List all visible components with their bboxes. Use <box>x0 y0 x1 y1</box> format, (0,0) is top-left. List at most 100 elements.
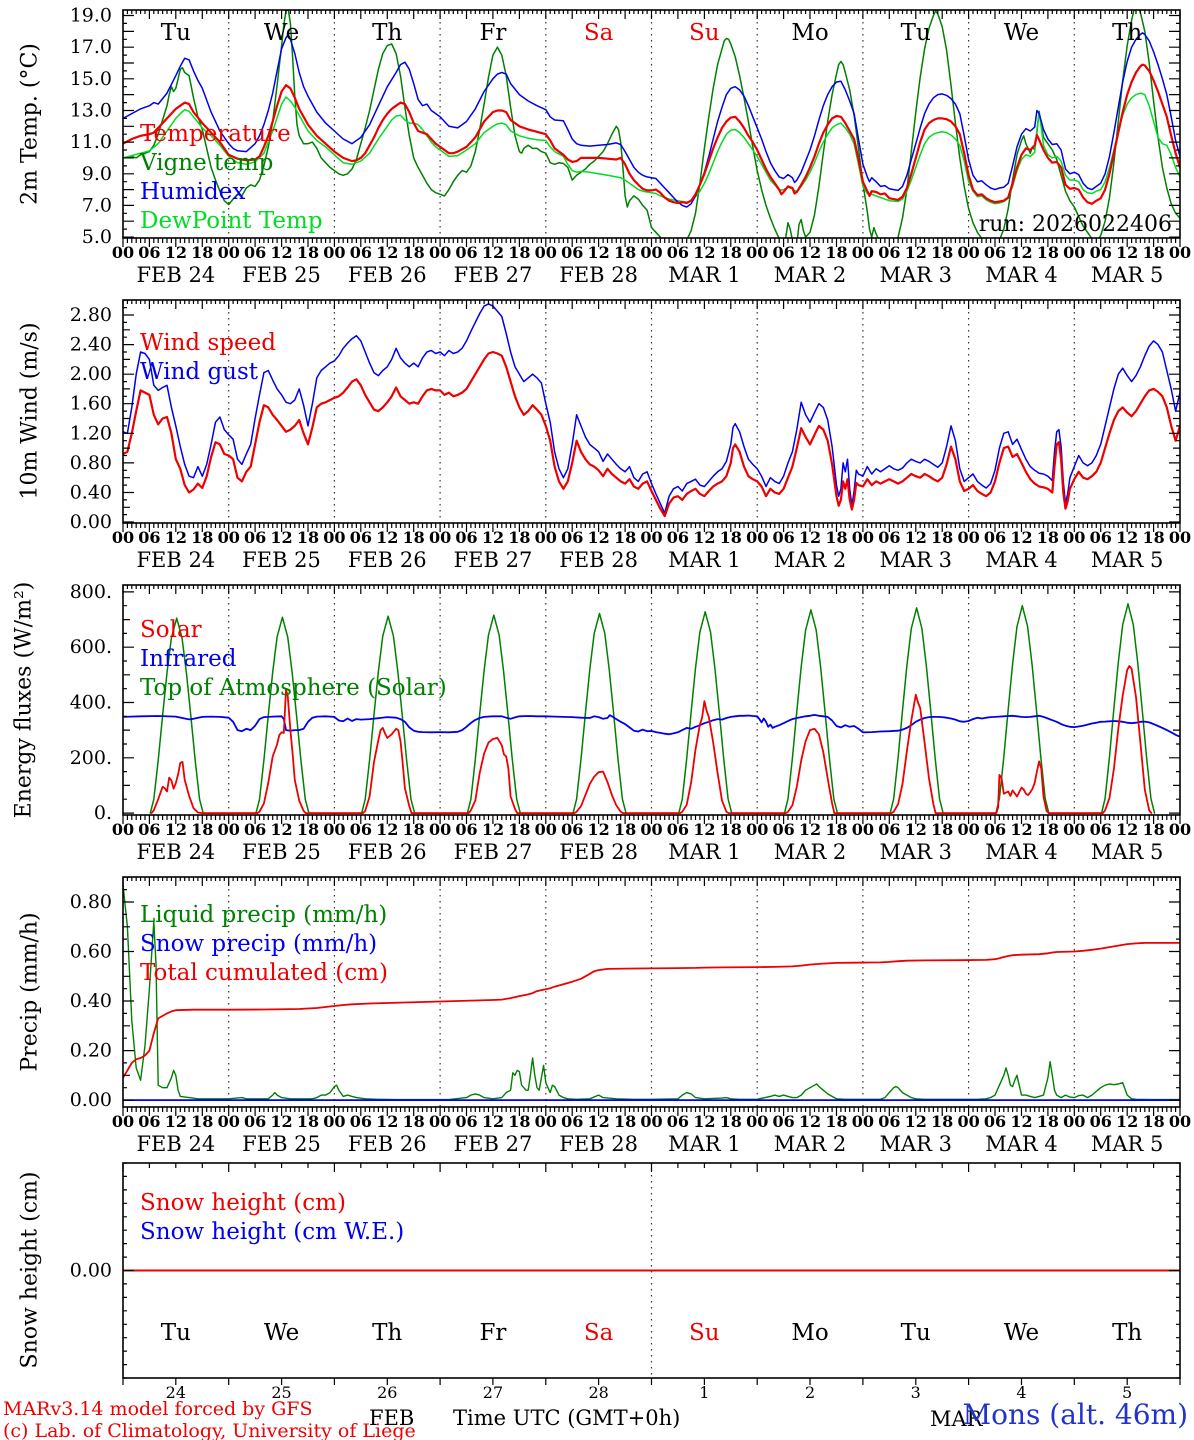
hour-tick-label: 12 <box>905 243 927 262</box>
legend-snow-height-cm: Snow height (cm) <box>140 1190 346 1216</box>
day-name-label: Th <box>372 20 402 46</box>
bottom-day-number: 24 <box>166 1383 186 1402</box>
footer-month-mar: MAR <box>930 1407 983 1431</box>
date-label: MAR 4 <box>985 1132 1058 1156</box>
hour-tick-label: 18 <box>1037 528 1059 547</box>
hour-tick-label: 12 <box>1010 820 1032 839</box>
hour-tick-label: 18 <box>1037 1112 1059 1131</box>
hour-tick-label: 12 <box>165 1112 187 1131</box>
hour-tick-label: 18 <box>297 243 319 262</box>
date-label: FEB 26 <box>348 840 427 864</box>
hour-tick-label: 00 <box>112 243 134 262</box>
hour-tick-label: 18 <box>297 1112 319 1131</box>
hour-tick-label: 06 <box>667 820 689 839</box>
panel-snow-height: 0.00 Tu We Th Fr Sa Su Mo Tu We Th 24 25 26 27 28 1 2 3 4 5 S… <box>70 1162 1181 1402</box>
hour-tick-label: 06 <box>1090 1112 1112 1131</box>
hour-tick-label: 18 <box>825 1112 847 1131</box>
hour-tick-label: 06 <box>455 820 477 839</box>
day-name-label: Mo <box>791 20 828 46</box>
bottom-day-number: 4 <box>1016 1383 1026 1402</box>
hour-tick-label: 00 <box>218 528 240 547</box>
hour-tick-label: 06 <box>561 1112 583 1131</box>
hour-tick-label: 12 <box>588 1112 610 1131</box>
hour-tick-label: 12 <box>799 528 821 547</box>
day-name-label: Tu <box>901 1320 931 1346</box>
hour-tick-label: 18 <box>191 1112 213 1131</box>
hour-tick-label: 00 <box>746 820 768 839</box>
y-tick-label: 1.20 <box>70 422 112 444</box>
hour-tick-label: 00 <box>640 528 662 547</box>
legend-snow-height-cm-w-e: Snow height (cm W.E.) <box>140 1219 404 1245</box>
hour-tick-label: 18 <box>931 243 953 262</box>
hour-tick-label: 00 <box>112 528 134 547</box>
hour-tick-label: 12 <box>905 820 927 839</box>
y-axis-title-precip: Precip (mm/h) <box>17 912 43 1072</box>
hour-tick-label: 12 <box>270 243 292 262</box>
hour-tick-label: 18 <box>1037 820 1059 839</box>
hour-tick-label: 06 <box>1090 243 1112 262</box>
hour-tick-label: 18 <box>297 528 319 547</box>
date-label: FEB 26 <box>348 263 427 287</box>
y-tick-label: 13.0 <box>70 99 112 121</box>
hour-tick-label: 00 <box>429 243 451 262</box>
date-label: MAR 5 <box>1091 1132 1164 1156</box>
date-label: FEB 27 <box>454 1132 533 1156</box>
bottom-day-number: 25 <box>271 1383 291 1402</box>
date-label: MAR 3 <box>879 548 952 572</box>
hour-tick-label: 18 <box>931 820 953 839</box>
hour-tick-label: 06 <box>455 243 477 262</box>
legend-dewpoint-temp: DewPoint Temp <box>140 208 323 234</box>
date-label: FEB 28 <box>559 263 638 287</box>
bottom-day-number: 1 <box>699 1383 709 1402</box>
hour-tick-label: 06 <box>350 1112 372 1131</box>
hour-tick-label: 00 <box>1169 1112 1191 1131</box>
legend-temperature: Temperature <box>140 121 291 147</box>
y-tick-label: 11.0 <box>70 131 112 153</box>
series-top-of-atmosphere-solar <box>149 603 1156 814</box>
day-name-label: Fr <box>479 20 506 46</box>
legend-wind-gust: Wind gust <box>140 359 259 385</box>
legend-top-of-atmosphere-solar: Top of Atmosphere (Solar) <box>140 675 447 701</box>
date-label: FEB 25 <box>242 1132 321 1156</box>
date-label: FEB 25 <box>242 840 321 864</box>
axis-ticks <box>122 876 1181 1116</box>
hour-tick-label: 06 <box>1090 528 1112 547</box>
hour-tick-label: 00 <box>1063 243 1085 262</box>
date-label: MAR 5 <box>1091 263 1164 287</box>
hour-tick-label: 12 <box>165 820 187 839</box>
axis-ticks <box>122 299 1181 532</box>
hour-tick-label: 06 <box>772 820 794 839</box>
hour-tick-label: 18 <box>191 820 213 839</box>
hour-tick-label: 18 <box>825 243 847 262</box>
hour-tick-label: 12 <box>270 528 292 547</box>
hour-tick-label: 00 <box>852 1112 874 1131</box>
hour-tick-label: 18 <box>1142 243 1164 262</box>
axis-ticks <box>122 585 1181 824</box>
day-name-label: We <box>264 20 299 46</box>
legend-humidex: Humidex <box>140 179 245 205</box>
hour-tick-label: 12 <box>1116 1112 1138 1131</box>
hour-tick-label: 12 <box>588 820 610 839</box>
hour-tick-label: 18 <box>720 243 742 262</box>
hour-tick-label: 00 <box>640 820 662 839</box>
hour-tick-label: 06 <box>244 243 266 262</box>
hour-tick-label: 06 <box>350 528 372 547</box>
legend-vigne-temp: Vigne temp <box>139 150 273 176</box>
hour-tick-label: 00 <box>112 820 134 839</box>
hour-tick-label: 18 <box>1142 528 1164 547</box>
date-label: FEB 24 <box>136 263 215 287</box>
hour-tick-label: 06 <box>772 528 794 547</box>
hour-tick-label: 06 <box>138 528 160 547</box>
date-label: MAR 2 <box>774 548 847 572</box>
hour-tick-label: 00 <box>640 1112 662 1131</box>
date-label: MAR 4 <box>985 840 1058 864</box>
day-name-label: Th <box>1112 1320 1142 1346</box>
hour-tick-label: 18 <box>508 528 530 547</box>
hour-tick-label: 06 <box>878 1112 900 1131</box>
date-label: FEB 25 <box>242 548 321 572</box>
credit-line-2: (c) Lab. of Climatology, University of L… <box>3 1420 416 1440</box>
hour-tick-label: 00 <box>746 243 768 262</box>
y-tick-label: 15.0 <box>70 68 112 90</box>
hour-tick-label: 00 <box>1169 528 1191 547</box>
hour-tick-label: 06 <box>667 528 689 547</box>
